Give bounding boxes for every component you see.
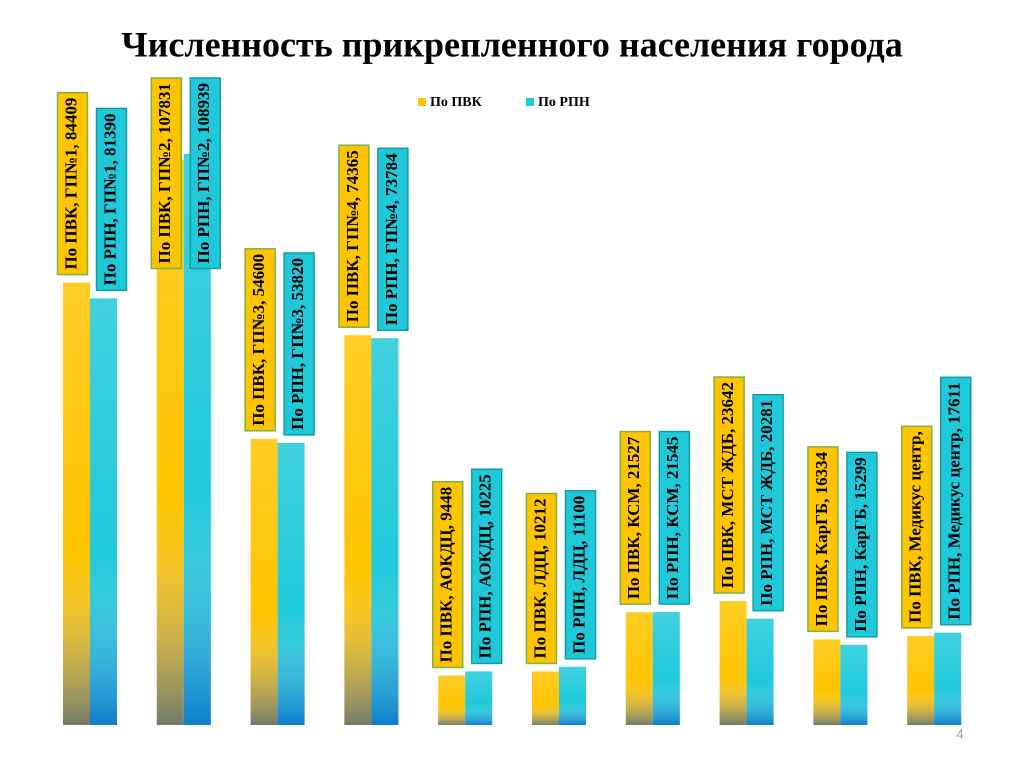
data-label-box [95,107,128,292]
data-label: По РПН, ГП№1, 81390 [100,113,119,285]
data-label: По ПВК, АОКДЦ, 9448 [437,487,456,663]
data-label-box [431,480,464,669]
data-label-box [619,430,652,605]
legend-swatch [526,98,534,106]
bar [371,338,399,725]
data-label-box [56,91,89,276]
data-label-box [900,425,933,629]
data-label-box [377,147,409,331]
bar [719,601,747,725]
bar [277,442,305,725]
data-label: По ПВК, ГП№2, 107831 [155,83,174,263]
data-label-box [189,77,222,270]
data-label: По РПН, Медикус центр, 17611 [945,382,964,619]
data-label-box [525,492,558,665]
bar [746,618,774,725]
data-label-box [150,77,183,270]
bar [532,671,559,725]
bar [652,612,680,725]
bar [625,612,653,725]
bar [813,639,841,725]
legend-label: По ПВК [430,95,483,110]
data-label: По ПВК, Медикус центр, [906,431,925,623]
bar [840,644,868,725]
data-label-box [807,446,839,633]
bar [934,632,962,725]
data-label: По РПН, КСМ, 21545 [663,437,682,600]
data-label: По РПН, КарГБ, 15299 [851,457,870,631]
data-label: По ПВК, МСТ ЖДБ, 23642 [718,382,737,588]
data-label-box [846,451,878,638]
data-label: По РПН, ГП№3, 53820 [288,258,307,430]
page-number: 4 [956,726,963,741]
bar [465,671,493,725]
data-label-box [470,468,503,665]
data-label-box [658,430,691,605]
bar [907,635,935,725]
data-label: По РПН, ЛДЦ, 11100 [569,496,588,654]
bar [250,438,278,725]
data-label: По РПН, МСТ ЖДБ, 20281 [757,400,776,606]
data-label: По ПВК, ГП№3, 54600 [249,254,268,426]
data-label-box [713,376,745,594]
data-label-box [338,144,370,328]
data-label-box [283,252,315,436]
data-label-box [752,393,784,612]
legend-label: По РПН [538,95,590,110]
bar [438,675,466,725]
data-label-box [244,248,276,432]
data-label: По РПН, АОКДЦ, 10225 [476,474,495,658]
bar [344,335,372,725]
chart-title: Численность прикрепленного населения гор… [121,24,903,64]
legend-swatch [418,98,426,106]
data-label-box [939,376,972,626]
data-label: По ПВК, ЛДЦ, 10212 [530,499,549,659]
data-label: По ПВК, КарГБ, 16334 [812,451,831,626]
bar [63,282,90,725]
data-label: По ПВК, ГП№4, 74365 [343,150,362,322]
data-label-box [564,490,597,660]
data-label: По РПН, ГП№4, 73784 [382,153,401,325]
bar [559,666,586,725]
data-label: По ПВК, ГП№1, 84409 [61,98,80,270]
data-label: По РПН, ГП№2, 108939 [194,83,213,263]
data-label: По ПВК, КСМ, 21527 [624,436,643,599]
bar [90,298,117,725]
